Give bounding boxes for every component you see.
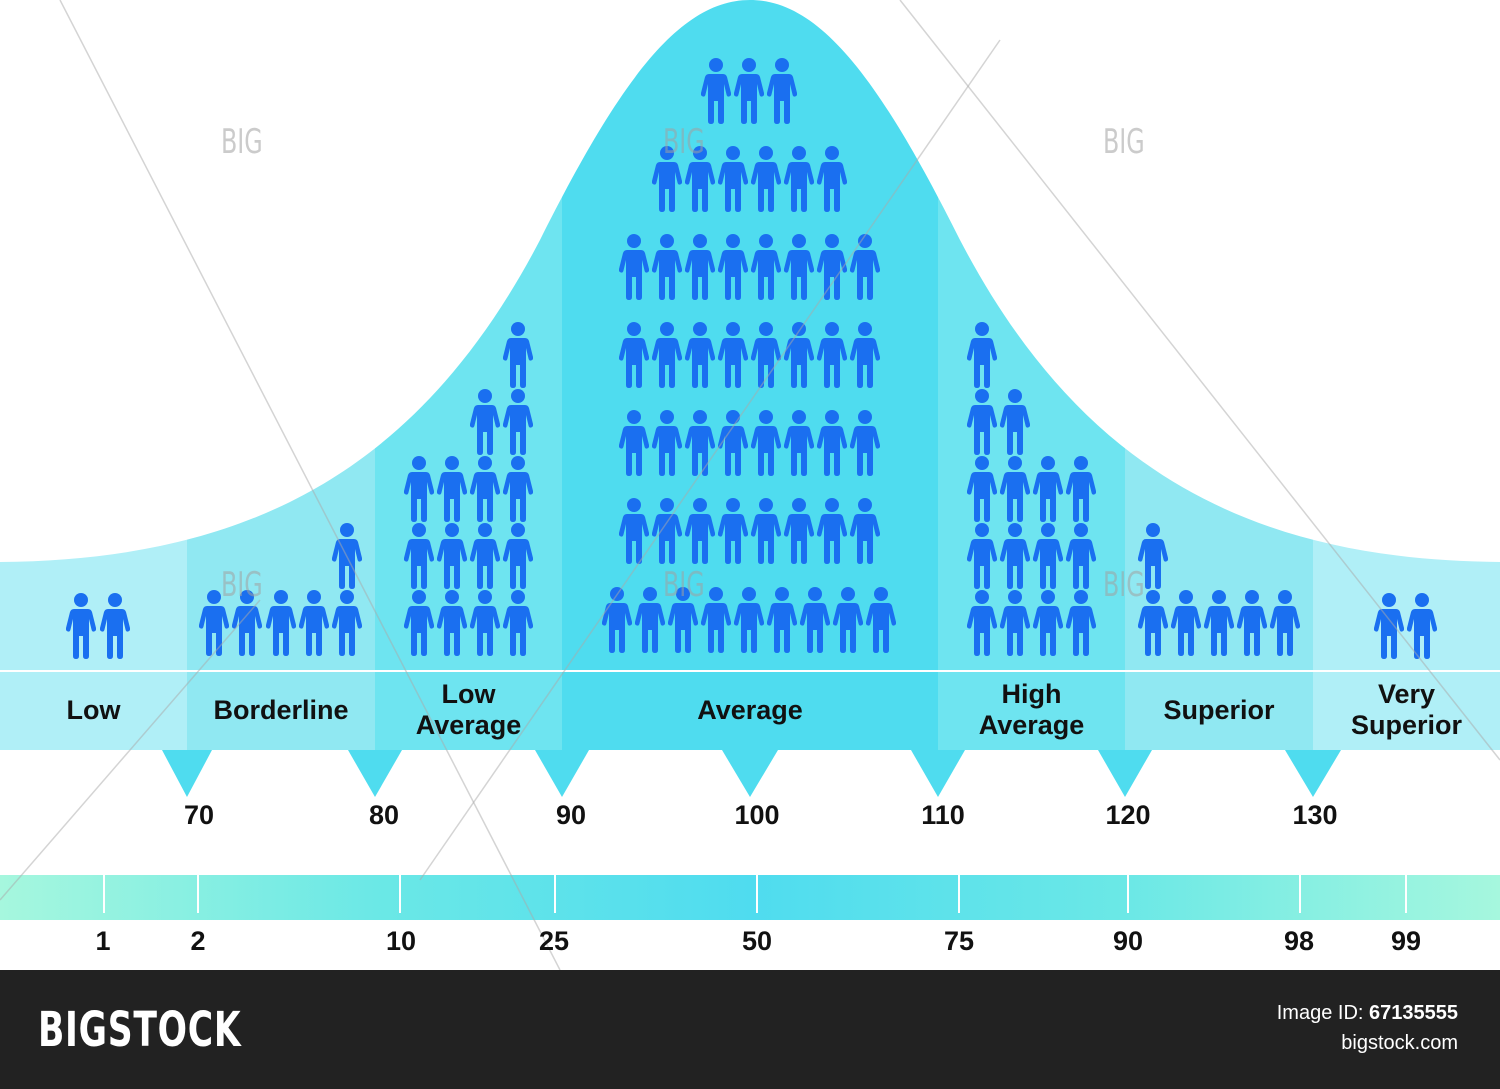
percentile-tick: 1 xyxy=(95,926,111,956)
percentile-tick: 50 xyxy=(741,926,773,956)
bigstock-logo: BIGSTOCK xyxy=(38,1002,242,1058)
iq-tick: 130 xyxy=(1292,800,1338,830)
band-label-low-average: Low Average xyxy=(415,679,522,740)
percentile-bar xyxy=(0,875,1500,920)
iq-tick: 80 xyxy=(368,800,400,830)
percentile-tick: 10 xyxy=(385,926,417,956)
image-id: Image ID: 67135555 xyxy=(1277,1002,1458,1025)
band-borderline xyxy=(187,0,375,750)
watermark-lines xyxy=(0,0,1500,970)
band-label-very-superior: Very Superior xyxy=(1350,679,1463,740)
image-id-label: Image ID: xyxy=(1276,1002,1364,1024)
watermark-big: BIG xyxy=(220,122,263,162)
band-low-average xyxy=(375,0,562,750)
percentile-tick: 2 xyxy=(190,926,206,956)
percentile-tick: 75 xyxy=(943,926,975,956)
image-id-value: 67135555 xyxy=(1369,1002,1458,1024)
band-average xyxy=(562,0,938,750)
band-low xyxy=(0,0,187,750)
band-label-high-average: High Average xyxy=(978,679,1085,740)
iq-tick: 70 xyxy=(183,800,215,830)
percentile-tick: 98 xyxy=(1283,926,1315,956)
bell-curve-chart xyxy=(0,0,1500,970)
watermark-big: BIG xyxy=(1102,565,1145,605)
band-very-superior xyxy=(1313,0,1500,750)
percentile-tick: 90 xyxy=(1112,926,1144,956)
iq-markers xyxy=(162,750,1341,797)
watermark-big: BIG xyxy=(1102,122,1145,162)
iq-tick: 110 xyxy=(921,800,965,830)
site-link[interactable]: bigstock.com xyxy=(1341,1032,1458,1054)
iq-tick: 100 xyxy=(734,800,780,830)
percentile-tick: 99 xyxy=(1390,926,1422,956)
band-label-low: Low xyxy=(66,694,121,725)
watermark-big: BIG xyxy=(662,565,705,605)
band-label-borderline: Borderline xyxy=(213,694,349,725)
watermark-big: BIG xyxy=(220,565,263,605)
percentile-tick: 25 xyxy=(538,926,570,956)
iq-tick: 90 xyxy=(555,800,587,830)
watermark-big: BIG xyxy=(662,122,705,162)
band-high-average xyxy=(938,0,1125,750)
curve-bands xyxy=(0,0,1500,750)
band-superior xyxy=(1125,0,1313,750)
band-label-average: Average xyxy=(697,694,803,725)
footer-bar: BIGSTOCK Image ID: 67135555 bigstock.com xyxy=(0,970,1500,1089)
band-label-superior: Superior xyxy=(1163,694,1275,725)
iq-tick: 120 xyxy=(1105,800,1151,830)
